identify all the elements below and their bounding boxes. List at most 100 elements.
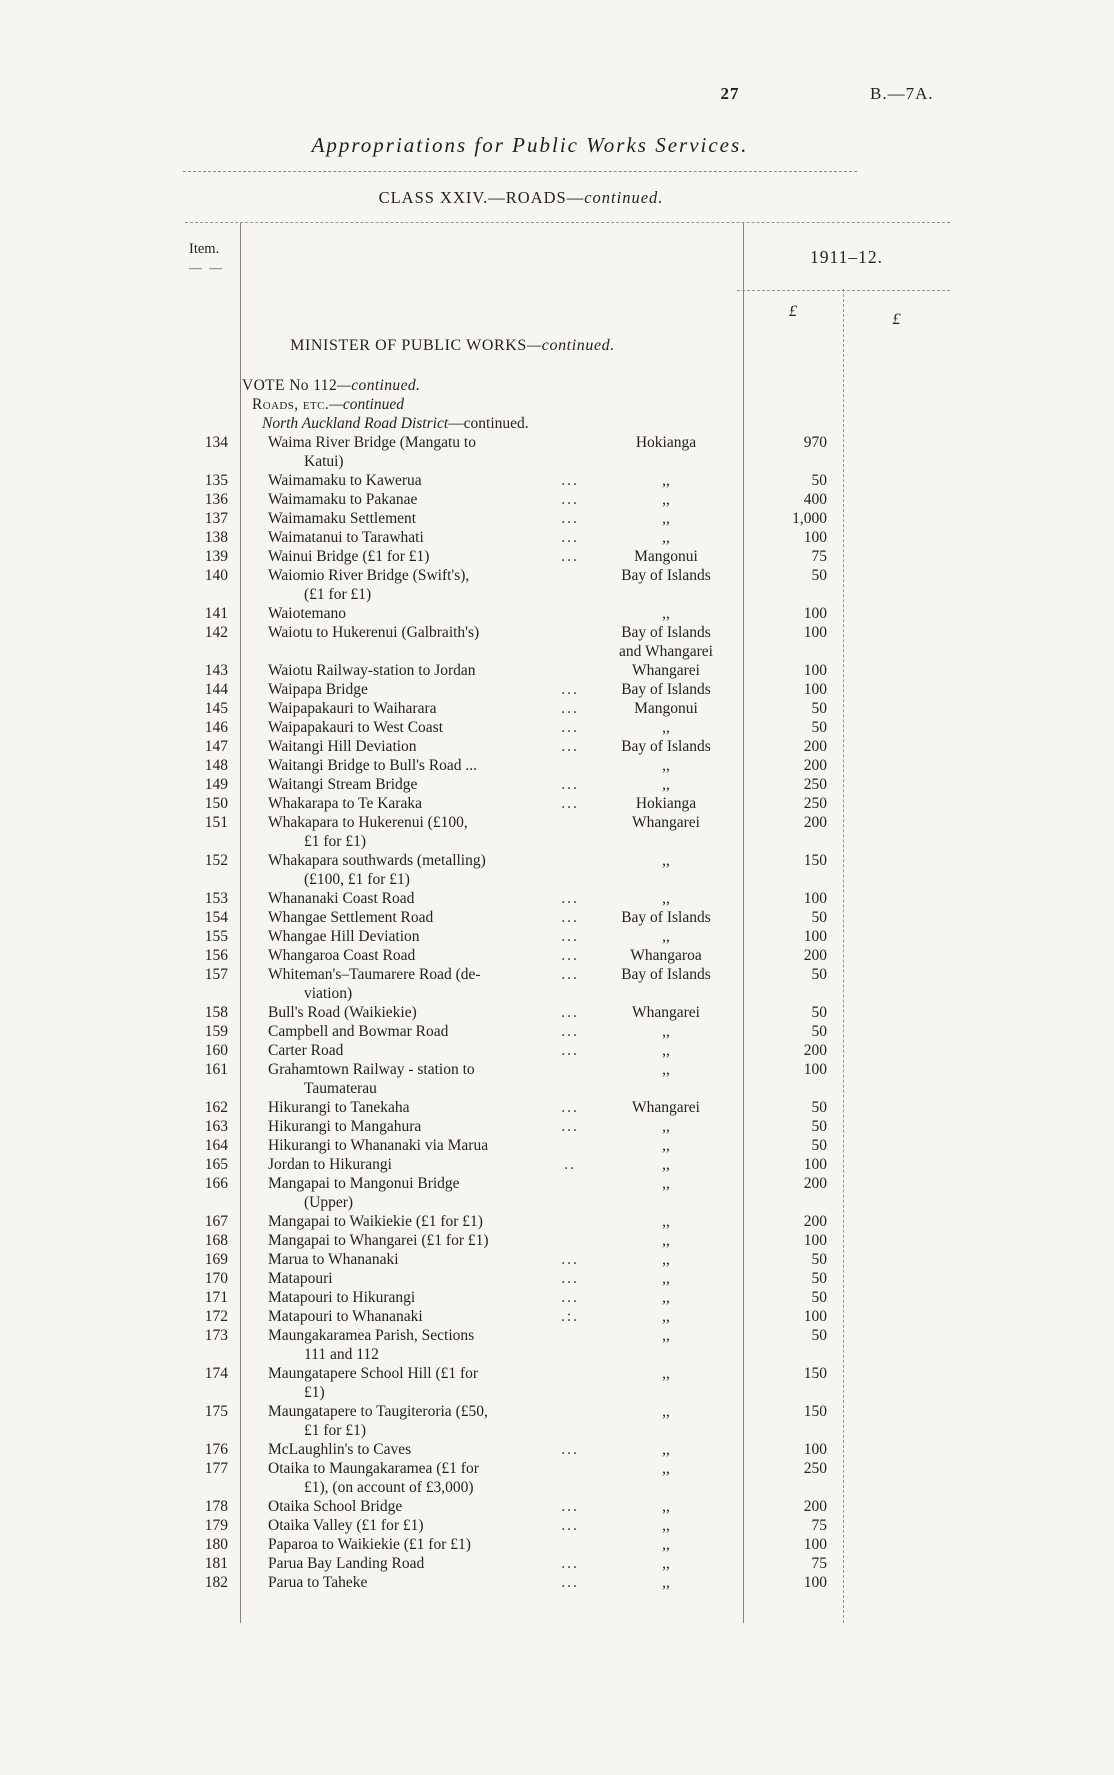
- description-cell: Waimamaku to Pakanae...,,: [240, 490, 743, 509]
- district-heading: North Auckland Road District—continued.: [240, 414, 743, 433]
- year-header-divider: [737, 290, 950, 291]
- description-cell: Whangaroa Coast Road... Whangaroa: [240, 946, 743, 965]
- description-cell: Whangae Hill Deviation...,,: [240, 927, 743, 946]
- road-description: Waipapakauri to West Coast: [268, 719, 443, 736]
- locality: ,,: [662, 1042, 670, 1059]
- item-number: 142: [204, 624, 228, 641]
- item-number: 160: [204, 1042, 228, 1059]
- item-number: 175: [204, 1403, 228, 1420]
- amount-second-column: [843, 433, 950, 452]
- amount-1911-12: 50: [811, 472, 828, 489]
- amount-1911-12: 100: [803, 928, 827, 945]
- amount-second-column: [843, 1440, 950, 1459]
- item-number: 136: [204, 491, 228, 508]
- amount-1911-12: 75: [811, 1555, 828, 1572]
- road-description: Maungakaramea Parish, Sections 111 and 1…: [268, 1327, 475, 1363]
- locality: Bay of Islands: [621, 567, 711, 584]
- locality: ,,: [662, 472, 670, 489]
- locality: ,,: [662, 1555, 670, 1572]
- description-cell: Hikurangi to Whananaki via Marua,,: [240, 1136, 743, 1155]
- locality: ,,: [662, 1061, 670, 1078]
- description-cell: Matapouri to Whananaki.:.,,: [240, 1307, 743, 1326]
- road-description: Jordan to Hikurangi: [268, 1156, 392, 1173]
- description-cell: Waipapa Bridge... Bay of Islands: [240, 680, 743, 699]
- description-cell: Waiotemano,,: [240, 604, 743, 623]
- table-row: 170 Matapouri...,, 50: [185, 1269, 950, 1288]
- dotted-leader: ...: [561, 529, 579, 546]
- road-description: Whananaki Coast Road: [268, 890, 415, 907]
- road-description: Grahamtown Railway - station to Taumater…: [268, 1061, 475, 1097]
- year-column-header: 1911–12.: [810, 247, 883, 267]
- item-number: 158: [204, 1004, 228, 1021]
- locality: ,,: [662, 1270, 670, 1287]
- locality: Bay of Islands: [621, 966, 711, 983]
- description-cell: Otaika to Maungakaramea (£1 for £1), (on…: [240, 1459, 743, 1497]
- description-cell: Grahamtown Railway - station to Taumater…: [240, 1060, 743, 1098]
- amount-second-column: [843, 623, 950, 642]
- road-description: Waiotemano: [268, 605, 346, 622]
- road-description: Maungatapere School Hill (£1 for £1): [268, 1365, 479, 1401]
- locality: ,,: [662, 1023, 670, 1040]
- road-description: Campbell and Bowmar Road: [268, 1023, 449, 1040]
- description-cell: Mangapai to Whangarei (£1 for £1),,: [240, 1231, 743, 1250]
- table-row: 158 Bull's Road (Waikiekie)... Whangarei 50: [185, 1003, 950, 1022]
- dotted-leader: ...: [561, 491, 579, 508]
- roads-heading-continued: —continued: [329, 396, 404, 413]
- minister-heading-continued: —continued.: [526, 337, 615, 354]
- currency-symbol-1: £: [789, 303, 797, 320]
- appropriations-table: Item. — — 1911–12. £ £ MINISTER OF PUBLI…: [185, 222, 950, 1635]
- dotted-leader: ...: [561, 947, 579, 964]
- amount-second-column: [843, 547, 950, 566]
- roads-heading: Roads, etc.—continued: [240, 395, 743, 414]
- table-row: 140 Waiomio River Bridge (Swift's), (£1 f…: [185, 566, 950, 604]
- description-cell: Waimatanui to Tarawhati...,,: [240, 528, 743, 547]
- locality: ,,: [662, 1137, 670, 1154]
- item-number: 167: [204, 1213, 228, 1230]
- amount-second-column: [843, 889, 950, 908]
- amount-second-column: [843, 813, 950, 832]
- road-description: Waimamaku Settlement: [268, 510, 417, 527]
- amount-second-column: [843, 1554, 950, 1573]
- locality: Bay of Islands: [621, 681, 711, 698]
- dotted-leader: ...: [561, 472, 579, 489]
- item-number: 173: [204, 1327, 228, 1344]
- item-number: 141: [204, 605, 228, 622]
- locality: Whangaroa: [630, 947, 702, 964]
- item-number: 143: [204, 662, 228, 679]
- minister-heading-main: MINISTER OF PUBLIC WORKS: [290, 337, 527, 354]
- dotted-leader: ...: [561, 1099, 579, 1116]
- road-description: Matapouri to Whananaki: [268, 1308, 423, 1325]
- dotted-leader: ...: [561, 795, 579, 812]
- item-number: 138: [204, 529, 228, 546]
- amount-1911-12: 50: [811, 966, 828, 983]
- road-description: Wainui Bridge (£1 for £1): [268, 548, 430, 565]
- description-cell: Maungatapere to Taugiteroria (£50, £1 fo…: [240, 1402, 743, 1440]
- amount-1911-12: 50: [811, 1099, 828, 1116]
- table-body: MINISTER OF PUBLIC WORKS—continued. VOTE…: [185, 336, 950, 1592]
- table-row: 171 Matapouri to Hikurangi...,, 50: [185, 1288, 950, 1307]
- description-cell: Maungatapere School Hill (£1 for £1),,: [240, 1364, 743, 1402]
- amount-second-column: [843, 1212, 950, 1231]
- title-divider: [183, 171, 857, 172]
- table-row: 152 Whakapara southwards (metalling) (£10…: [185, 851, 950, 889]
- document-reference: B.—7A.: [870, 84, 934, 103]
- locality: ,,: [662, 1517, 670, 1534]
- dotted-leader: ...: [561, 1023, 579, 1040]
- table-row: 147 Waitangi Hill Deviation... Bay of Isla…: [185, 737, 950, 756]
- amount-second-column: [843, 1231, 950, 1250]
- description-cell: Matapouri...,,: [240, 1269, 743, 1288]
- description-cell: Mangapai to Waikiekie (£1 for £1),,: [240, 1212, 743, 1231]
- item-number: 156: [204, 947, 228, 964]
- item-header-dashes: — —: [189, 260, 225, 275]
- amount-1911-12: 75: [811, 548, 828, 565]
- amount-second-column: [843, 1364, 950, 1383]
- road-description: Maungatapere to Taugiteroria (£50, £1 fo…: [268, 1403, 488, 1439]
- dotted-leader: ...: [561, 548, 579, 565]
- locality: ,,: [662, 529, 670, 546]
- locality: Bay of Islands: [621, 738, 711, 755]
- table-row: 149 Waitangi Stream Bridge...,, 250: [185, 775, 950, 794]
- vote-heading-continued: —continued.: [337, 377, 421, 394]
- district-heading-continued: —continued.: [448, 415, 529, 432]
- table-row: 157 Whiteman's–Taumarere Road (de- viatio…: [185, 965, 950, 1003]
- item-number: 148: [204, 757, 228, 774]
